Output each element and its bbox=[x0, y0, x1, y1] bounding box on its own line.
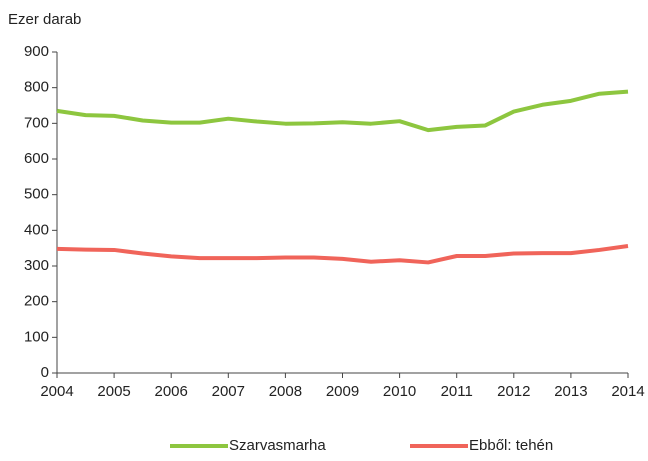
y-tick-label: 200 bbox=[24, 293, 49, 310]
y-tick-label: 500 bbox=[24, 186, 49, 203]
legend-label: Ebből: tehén bbox=[469, 437, 553, 454]
x-tick-label: 2007 bbox=[212, 383, 245, 400]
x-tick-label: 2010 bbox=[383, 383, 416, 400]
x-tick-label: 2009 bbox=[326, 383, 359, 400]
legend-label: Szarvasmarha bbox=[229, 437, 326, 454]
x-tick-label: 2008 bbox=[269, 383, 302, 400]
y-tick-label: 300 bbox=[24, 257, 49, 274]
y-tick-label: 100 bbox=[24, 328, 49, 345]
y-tick-label: 600 bbox=[24, 150, 49, 167]
x-tick-label: 2011 bbox=[441, 383, 473, 400]
y-tick-label: 0 bbox=[41, 364, 49, 381]
x-tick-label: 2004 bbox=[40, 383, 73, 400]
y-tick-label: 900 bbox=[24, 43, 49, 60]
y-tick-label: 800 bbox=[24, 79, 49, 96]
x-tick-label: 2014 bbox=[611, 383, 644, 400]
x-tick-label: 2006 bbox=[155, 383, 188, 400]
x-tick-label: 2005 bbox=[97, 383, 130, 400]
y-tick-label: 400 bbox=[24, 221, 49, 238]
series-line bbox=[56, 89, 629, 133]
y-axis-label: Ezer darab bbox=[8, 11, 81, 28]
y-tick-label: 700 bbox=[24, 114, 49, 131]
series-line bbox=[56, 244, 629, 265]
x-tick-label: 2012 bbox=[497, 383, 530, 400]
x-tick-label: 2013 bbox=[554, 383, 587, 400]
